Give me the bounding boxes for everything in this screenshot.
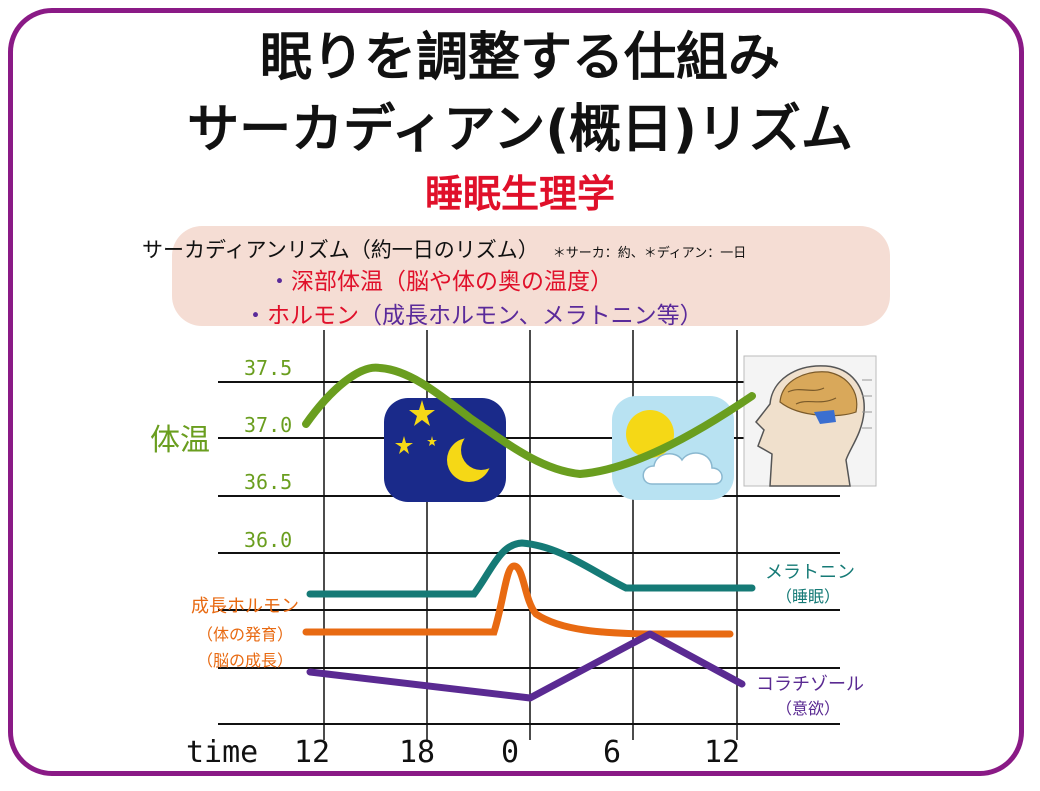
definition-text: サーカディアンリズム（約一日のリズム） <box>142 238 539 262</box>
bullet: ・ <box>268 269 291 295</box>
y-tick-label: 36.0 <box>244 528 292 552</box>
page-title-line2: サーカディアン(概日)リズム <box>187 100 853 160</box>
x-tick-label: 0 <box>501 735 519 770</box>
cortisol-sublabel: （意欲） <box>776 699 840 718</box>
day-sun-cloud-icon <box>612 396 734 500</box>
x-tick-label: 6 <box>603 735 621 770</box>
cortisol-curve <box>306 630 746 702</box>
y-tick-label: 36.5 <box>244 470 292 494</box>
definition-note: ＊サーカ：約、＊ディアン：一日 <box>552 246 747 261</box>
melatonin-curve <box>306 539 756 598</box>
temperature-text: 深部体温（脳や体の奥の温度） <box>291 269 613 295</box>
x-tick-label: 12 <box>294 735 330 770</box>
page-title: 眠りを調整する仕組み <box>259 28 780 88</box>
info-box: サーカディアンリズム（約一日のリズム） ＊サーカ：約、＊ディアン：一日 ・深部体温… <box>142 226 890 329</box>
growth-hormone-sublabel: （脳の成長） <box>197 651 293 670</box>
brain-head-illustration <box>743 355 877 487</box>
hormone-text: ホルモン <box>267 303 359 329</box>
info-line-definition: サーカディアンリズム（約一日のリズム） ＊サーカ：約、＊ディアン：一日 <box>142 234 746 264</box>
y-tick-label: 37.0 <box>244 413 292 437</box>
hormone-examples: （成長ホルモン、メラトニン等） <box>359 303 703 329</box>
night-moon-stars-icon <box>384 398 506 502</box>
temperature-curve <box>302 363 756 479</box>
cortisol-label: コラチゾール <box>756 674 864 695</box>
growth-hormone-sublabel: （体の発育） <box>197 625 293 644</box>
melatonin-sublabel: （睡眠） <box>776 587 840 606</box>
y-axis-label: 体温 <box>150 423 210 458</box>
info-line-hormone: ・ホルモン（成長ホルモン、メラトニン等） <box>244 296 703 330</box>
y-tick-label: 37.5 <box>244 356 292 380</box>
x-tick-label: 18 <box>399 735 435 770</box>
x-tick-label: 12 <box>704 735 740 770</box>
slide-frame <box>8 8 1024 776</box>
page-subtitle: 睡眠生理学 <box>424 172 615 216</box>
info-line-temperature: ・深部体温（脳や体の奥の温度） <box>268 262 613 296</box>
bullet: ・ <box>244 303 267 329</box>
x-axis-label: time <box>186 735 258 770</box>
melatonin-label: メラトニン <box>765 562 855 583</box>
growth-hormone-label: 成長ホルモン <box>191 596 299 617</box>
growth-hormone-curve <box>302 562 734 638</box>
